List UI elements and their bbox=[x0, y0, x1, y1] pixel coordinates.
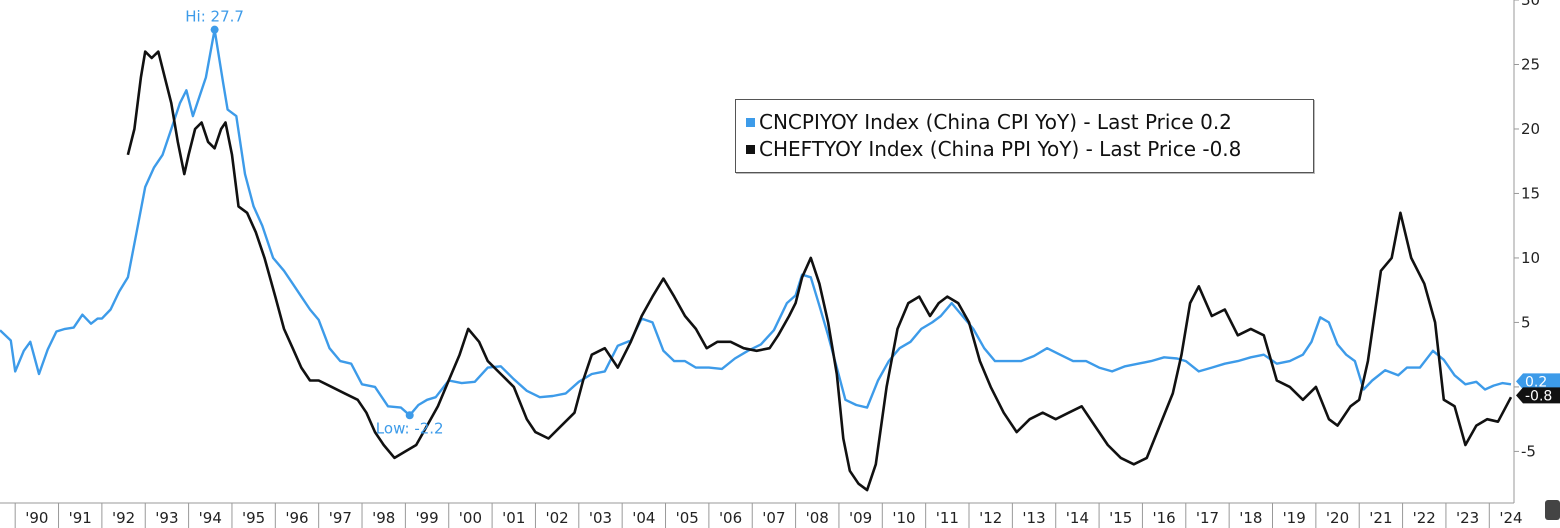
y-tick-label: 5 bbox=[1521, 313, 1531, 331]
x-tick-label: '04 bbox=[632, 509, 655, 527]
x-tick-label: '16 bbox=[1153, 509, 1176, 527]
x-tick-label: '06 bbox=[719, 509, 742, 527]
legend-label-ppi: CHEFTYOY Index (China PPI YoY) - Last Pr… bbox=[759, 137, 1242, 161]
x-tick-label: '97 bbox=[329, 509, 352, 527]
x-tick-label: '19 bbox=[1283, 509, 1306, 527]
x-tick-label: '22 bbox=[1413, 509, 1436, 527]
x-axis: '90 '91 '92 '93 '94 '95 '96 '97 '98 '99 '00 '01 '02 '… bbox=[14, 503, 1523, 528]
x-tick-label: '98 bbox=[372, 509, 395, 527]
x-tick-label: '24 bbox=[1499, 509, 1522, 527]
y-tick-label: 20 bbox=[1521, 120, 1540, 138]
series-line-cpi bbox=[0, 28, 1512, 417]
x-tick-label: '02 bbox=[546, 509, 569, 527]
x-tick-label: '08 bbox=[806, 509, 829, 527]
x-tick-label: '12 bbox=[979, 509, 1002, 527]
y-tick-label: 30 bbox=[1521, 0, 1540, 9]
x-tick-label: '13 bbox=[1022, 509, 1045, 527]
y-tick-label: 15 bbox=[1521, 184, 1540, 202]
x-tick-label: '07 bbox=[762, 509, 785, 527]
legend-swatch-ppi bbox=[746, 145, 755, 154]
x-tick-label: '93 bbox=[155, 509, 178, 527]
x-tick-label: '14 bbox=[1066, 509, 1089, 527]
x-tick-label: '01 bbox=[502, 509, 525, 527]
legend-item-ppi: CHEFTYOY Index (China PPI YoY) - Last Pr… bbox=[746, 137, 1241, 161]
low-annotation: Low: -2.2 bbox=[376, 419, 444, 437]
x-tick-label: '10 bbox=[892, 509, 915, 527]
x-tick-label: '00 bbox=[459, 509, 482, 527]
hi-marker bbox=[210, 25, 219, 34]
x-tick-label: '15 bbox=[1109, 509, 1132, 527]
x-tick-label: '91 bbox=[69, 509, 92, 527]
legend-swatch-cpi bbox=[746, 118, 755, 127]
x-tick-label: '21 bbox=[1369, 509, 1392, 527]
y-tick-label: 25 bbox=[1521, 55, 1540, 73]
last-price-tags: 0.2-0.8 bbox=[1516, 373, 1560, 404]
x-tick-label: '96 bbox=[285, 509, 308, 527]
chart-options-icon[interactable] bbox=[1545, 500, 1560, 520]
annotations: Hi: 27.7 Low: -2.2 bbox=[185, 8, 443, 438]
series-line-ppi bbox=[126, 50, 1513, 492]
x-tick-label: '03 bbox=[589, 509, 612, 527]
y-axis: 30 25 20 15 10 5 -5 bbox=[1514, 0, 1540, 460]
x-tick-label: '18 bbox=[1239, 509, 1262, 527]
plot-lines bbox=[0, 28, 1513, 492]
x-tick-label: '94 bbox=[199, 509, 222, 527]
x-tick-label: '99 bbox=[415, 509, 438, 527]
x-tick-label: '95 bbox=[242, 509, 265, 527]
low-marker bbox=[405, 411, 414, 420]
last-price-tag-cpi: 0.2 bbox=[1516, 373, 1560, 390]
legend: CNCPIYOY Index (China CPI YoY) - Last Pr… bbox=[735, 99, 1314, 173]
last-price-tag-ppi: -0.8 bbox=[1516, 387, 1560, 404]
hi-annotation: Hi: 27.7 bbox=[185, 8, 244, 26]
x-tick-label: '11 bbox=[936, 509, 959, 527]
legend-item-cpi: CNCPIYOY Index (China CPI YoY) - Last Pr… bbox=[746, 110, 1232, 134]
x-tick-label: '23 bbox=[1456, 509, 1479, 527]
x-tick-label: '05 bbox=[676, 509, 699, 527]
y-tick-label: 10 bbox=[1521, 249, 1540, 267]
x-tick-label: '92 bbox=[112, 509, 135, 527]
x-tick-label: '90 bbox=[25, 509, 48, 527]
legend-label-cpi: CNCPIYOY Index (China CPI YoY) - Last Pr… bbox=[759, 110, 1232, 134]
last-price-tag-label: -0.8 bbox=[1525, 388, 1552, 404]
y-tick-label: -5 bbox=[1521, 442, 1536, 460]
last-price-tag-label: 0.2 bbox=[1525, 374, 1547, 390]
x-tick-label: '09 bbox=[849, 509, 872, 527]
x-tick-label: '17 bbox=[1196, 509, 1219, 527]
x-tick-label: '20 bbox=[1326, 509, 1349, 527]
